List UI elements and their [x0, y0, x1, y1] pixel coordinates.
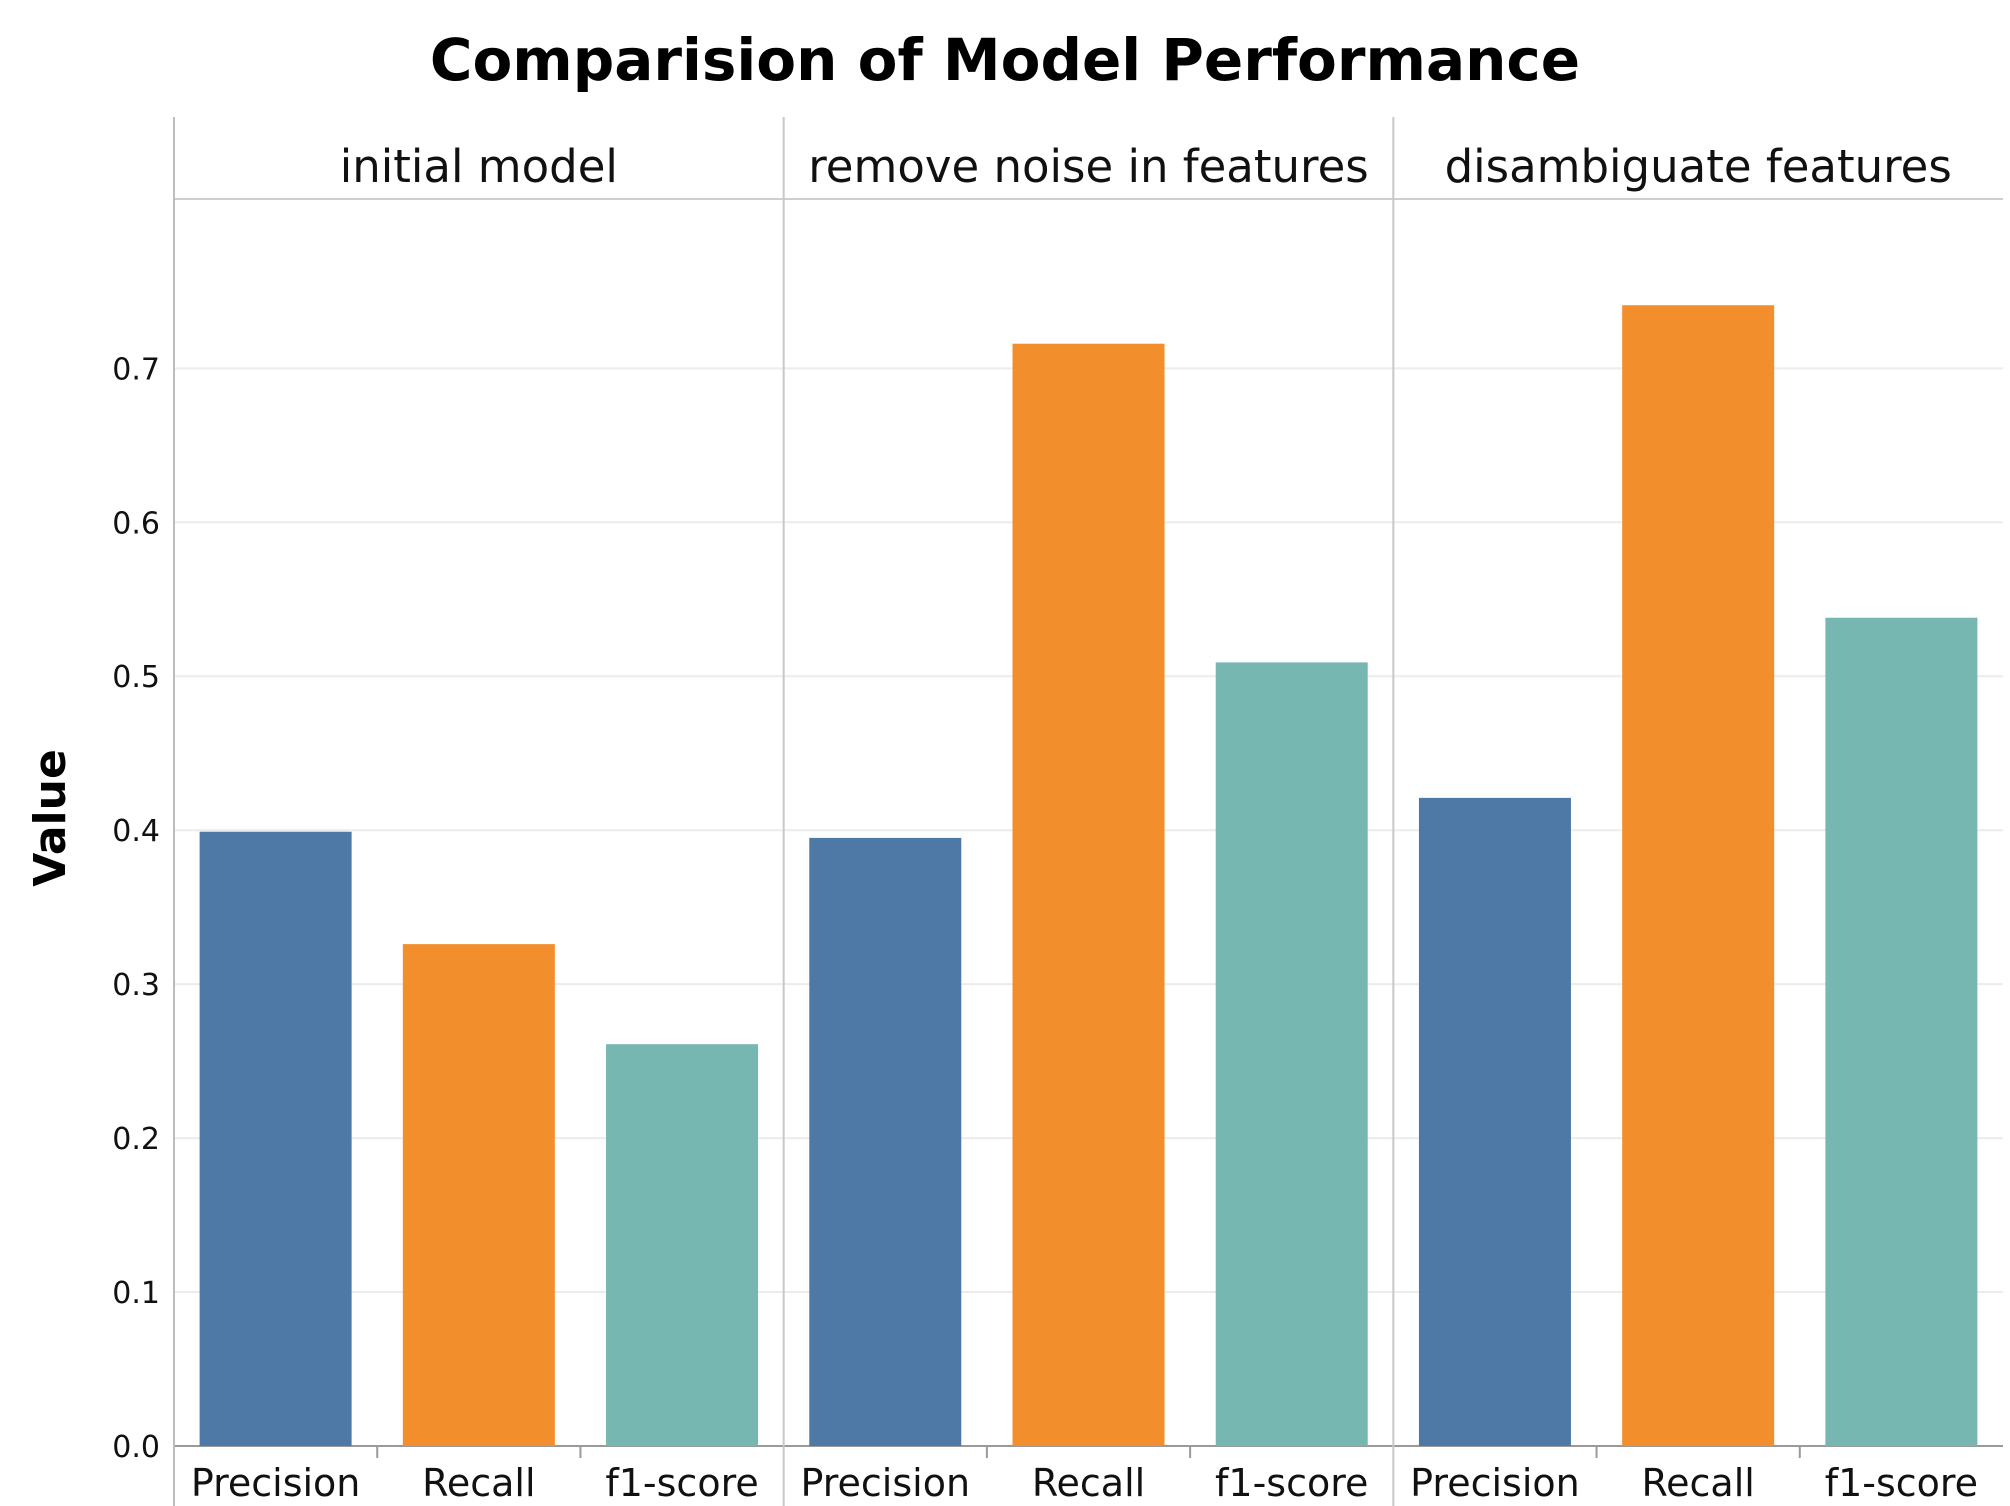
y-tick-label: 0.4: [112, 814, 160, 849]
bar-f1-score: [1825, 617, 1978, 1446]
panel-title: remove noise in features: [808, 140, 1368, 193]
panel-title: initial model: [340, 140, 618, 193]
y-tick-label: 0.3: [112, 968, 160, 1003]
bar-precision: [1418, 797, 1571, 1446]
category-label: Recall: [1032, 1461, 1145, 1505]
y-axis-title: Value: [25, 749, 76, 887]
y-tick-label: 0.1: [112, 1276, 160, 1311]
panel-titles: initial model remove noise in features dis…: [340, 140, 1952, 193]
bar-recall: [1622, 305, 1775, 1446]
category-label: Precision: [800, 1461, 970, 1505]
category-label: Precision: [191, 1461, 361, 1505]
bar-recall: [1012, 343, 1165, 1446]
panel-title: disambiguate features: [1445, 140, 1952, 193]
y-tick-label: 0.5: [112, 660, 160, 695]
bar-precision: [809, 837, 962, 1446]
bar-f1-score: [606, 1044, 759, 1446]
y-tick-label: 0.7: [112, 352, 160, 387]
bar-recall: [402, 944, 555, 1446]
category-label: Recall: [422, 1461, 535, 1505]
y-axis-ticks: 0.0 0.1 0.2 0.3 0.4 0.5 0.6 0.7: [112, 352, 160, 1465]
category-labels: Precision Recall f1-score Precision Recall f1…: [191, 1461, 1978, 1505]
y-tick-label: 0.6: [112, 506, 160, 541]
category-label: Recall: [1641, 1461, 1754, 1505]
bar-f1-score: [1215, 662, 1368, 1446]
y-tick-label: 0.0: [112, 1430, 160, 1465]
chart-title: Comparision of Model Performance: [430, 26, 1580, 94]
y-tick-label: 0.2: [112, 1122, 160, 1157]
category-label: f1-score: [1825, 1461, 1978, 1505]
bars: [199, 305, 1978, 1446]
category-label: f1-score: [1215, 1461, 1368, 1505]
bar-precision: [199, 831, 352, 1446]
category-label: f1-score: [605, 1461, 758, 1505]
category-label: Precision: [1410, 1461, 1580, 1505]
